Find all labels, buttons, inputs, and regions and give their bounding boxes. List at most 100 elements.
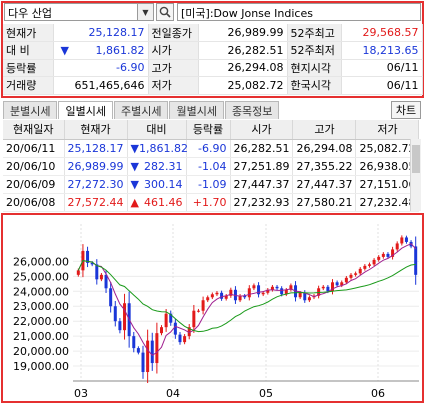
row-high: 27,447.37 — [292, 175, 357, 194]
korea-time-label: 한국시각 — [287, 76, 342, 95]
y-tick-label: 26,000.00 — [13, 255, 69, 268]
col-rate-header[interactable]: 등락률 — [186, 120, 231, 140]
row-open: 27,232.93 — [230, 193, 294, 212]
low52-label: 52주최저 — [287, 41, 342, 60]
high-price: 26,294.08 — [198, 59, 288, 77]
candle-body — [90, 262, 94, 265]
candle-body — [354, 273, 358, 275]
current-price: 25,128.17 — [53, 24, 149, 42]
candle-body — [183, 336, 187, 343]
candle-body — [76, 270, 80, 275]
candle-body — [349, 274, 353, 278]
candle-body — [270, 286, 274, 290]
search-button[interactable] — [156, 3, 174, 21]
row-open: 27,447.37 — [230, 175, 294, 194]
price-chart: 26,000.00 25,000.00 24,000.00 23,000.00 22,0… — [3, 216, 422, 402]
row-change: ▼ 300.14 — [127, 175, 187, 194]
candle-body — [367, 264, 371, 266]
table-row[interactable]: 20/06/10 26,989.99 ▼ 282.31 -1.04 27,251.… — [3, 157, 420, 176]
candle-body — [358, 268, 362, 274]
col-date-header[interactable]: 현재일자 — [3, 120, 65, 140]
row-change: ▲ 461.46 — [127, 193, 187, 212]
candle-body — [391, 249, 395, 257]
row-high: 27,580.21 — [292, 193, 357, 212]
tab-daily-price[interactable]: 일별시세 — [58, 101, 113, 119]
candle-body — [414, 246, 418, 275]
low-label: 저가 — [148, 76, 199, 95]
up-arrow-icon: ▲ — [130, 195, 139, 209]
chart-button[interactable]: 차트 — [391, 101, 421, 119]
x-tick-label: 06 — [371, 387, 385, 400]
row-close: 26,989.99 — [64, 157, 128, 176]
candle-body — [400, 237, 404, 244]
candle-body — [201, 300, 205, 311]
scrollbar-thumb[interactable] — [412, 145, 420, 173]
row-change: ▼ 282.31 — [127, 157, 187, 176]
candle-body — [280, 288, 284, 295]
open-price: 26,282.51 — [198, 41, 288, 60]
y-tick-label: 22,000.00 — [13, 315, 69, 328]
chart-section-highlight — [1, 213, 424, 403]
col-change-header[interactable]: 대비 — [127, 120, 187, 140]
candle-body — [169, 313, 173, 323]
volume-value: 651,465,646 — [53, 76, 149, 95]
tab-stock-info[interactable]: 종목정보 — [224, 101, 280, 119]
row-close: 25,128.17 — [64, 139, 128, 158]
chevron-down-icon[interactable]: ▼ — [138, 3, 154, 21]
candle-body — [377, 256, 381, 260]
tab-weekly-price[interactable]: 주별시세 — [113, 101, 169, 119]
candle-body — [136, 348, 140, 353]
candle-body — [95, 264, 99, 280]
row-open: 27,251.89 — [230, 157, 294, 176]
col-close-header[interactable]: 현재가 — [64, 120, 128, 140]
candle-body — [363, 265, 367, 269]
row-high: 26,294.08 — [292, 139, 357, 158]
row-close: 27,572.44 — [64, 193, 128, 212]
row-low: 25,082.72 — [355, 139, 420, 158]
candle-body — [261, 292, 265, 295]
col-high-header[interactable]: 고가 — [292, 120, 357, 140]
candle-body — [307, 297, 311, 301]
daily-price-table: 현재일자 현재가 대비 등락률 시가 고가 저가 20/06/11 25,128… — [3, 120, 420, 212]
candle-body — [326, 286, 330, 292]
candle-body — [173, 322, 177, 335]
col-low-header[interactable]: 저가 — [355, 120, 420, 140]
index-select[interactable]: 다우 산업 — [4, 3, 138, 21]
candle-body — [99, 274, 103, 280]
korea-time: 06/11 — [341, 76, 423, 95]
table-row[interactable]: 20/06/08 27,572.44 ▲ 461.46 +1.70 27,232.… — [3, 193, 420, 212]
row-rate: -1.04 — [186, 157, 231, 176]
table-scrollbar[interactable] — [410, 139, 421, 211]
col-open-header[interactable]: 시가 — [230, 120, 294, 140]
row-rate: -6.90 — [186, 139, 231, 158]
candle-body — [123, 303, 127, 331]
high52-label: 52주최고 — [287, 24, 342, 42]
plot-area — [73, 224, 419, 381]
candle-body — [146, 340, 150, 373]
search-icon — [159, 6, 171, 18]
local-time: 06/11 — [341, 59, 423, 77]
tab-minute-price[interactable]: 분별시세 — [3, 101, 58, 119]
row-high: 27,355.22 — [292, 157, 357, 176]
y-tick-label: 24,000.00 — [13, 285, 69, 298]
candle-body — [289, 285, 293, 290]
candle-body — [344, 277, 348, 283]
table-row[interactable]: 20/06/11 25,128.17 ▼ 1,861.82 -6.90 26,28… — [3, 139, 420, 158]
candle-body — [164, 313, 168, 328]
table-row[interactable]: 20/06/09 27,272.30 ▼ 300.14 -1.09 27,447.… — [3, 175, 420, 194]
ma5-line — [77, 243, 417, 356]
row-date: 20/06/10 — [3, 157, 65, 176]
candle-body — [381, 253, 385, 257]
candle-body — [187, 327, 191, 337]
row-date: 20/06/09 — [3, 175, 65, 194]
candle-body — [243, 295, 247, 298]
change-value: ▼ 1,861.82 — [53, 41, 149, 60]
x-tick-label: 04 — [166, 387, 180, 400]
high-label: 고가 — [148, 59, 199, 77]
candle-body — [150, 340, 154, 364]
tab-monthly-price[interactable]: 월별시세 — [169, 101, 224, 119]
ma20-line — [77, 260, 416, 333]
quote-section-highlight — [1, 1, 424, 98]
prev-close: 26,989.99 — [198, 24, 288, 42]
candle-body — [257, 285, 261, 295]
